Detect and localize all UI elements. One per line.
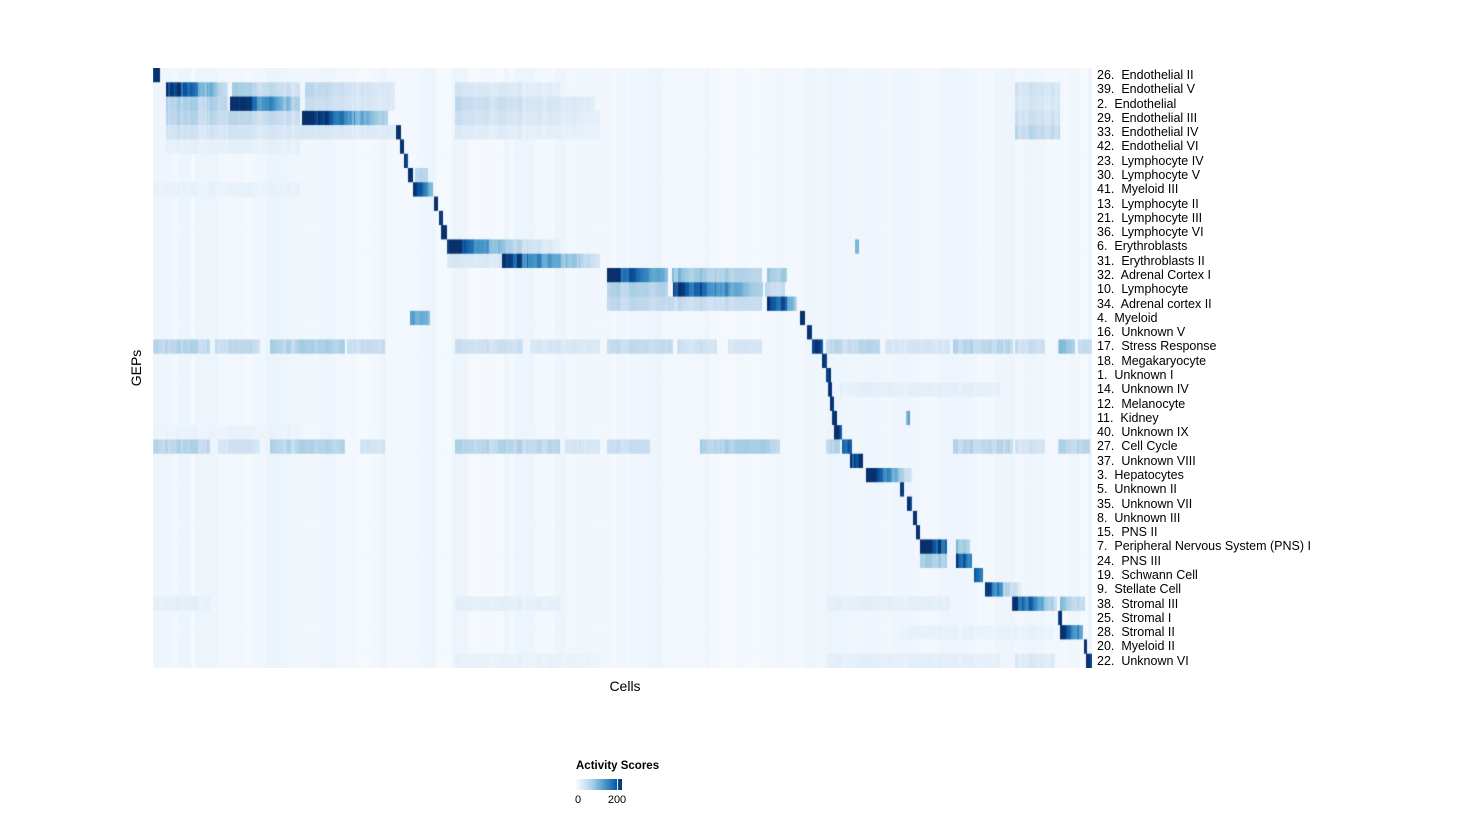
row-label: 24. PNS III	[1097, 553, 1161, 568]
row-label: 29. Endothelial III	[1097, 110, 1198, 125]
row-label: 31. Erythroblasts II	[1097, 253, 1205, 268]
row-label: 35. Unknown VII	[1097, 496, 1193, 511]
row-label: 8. Unknown III	[1097, 510, 1181, 525]
colorbar-gradient	[576, 779, 622, 790]
row-label: 25. Stromal I	[1097, 610, 1172, 625]
row-label: 10. Lymphocyte	[1097, 282, 1189, 297]
row-label: 9. Stellate Cell	[1097, 582, 1182, 597]
x-axis-label: Cells	[609, 678, 641, 694]
row-label: 37. Unknown VIII	[1097, 453, 1196, 468]
row-label: 13. Lymphocyte II	[1097, 196, 1199, 211]
row-label: 36. Lymphocyte VI	[1097, 225, 1204, 240]
row-label: 12. Melanocyte	[1097, 396, 1186, 411]
row-label: 11. Kidney	[1097, 410, 1159, 425]
row-label: 27. Cell Cycle	[1097, 439, 1178, 454]
row-label: 21. Lymphocyte III	[1097, 210, 1203, 225]
row-label: 1. Unknown I	[1097, 368, 1174, 382]
row-label: 17. Stress Response	[1097, 339, 1217, 354]
row-label: 5. Unknown II	[1097, 482, 1177, 497]
row-label: 39. Endothelial V	[1097, 82, 1195, 97]
row-label: 38. Stromal III	[1097, 596, 1179, 611]
colorbar-legend: Activity Scores 0 200	[574, 760, 716, 810]
row-label: 2. Endothelial	[1097, 96, 1177, 111]
heatmap-canvas	[153, 68, 1092, 668]
row-label: 42. Endothelial VI	[1097, 139, 1199, 154]
colorbar-title: Activity Scores	[576, 760, 660, 772]
row-label: 41. Myeloid III	[1097, 182, 1179, 197]
row-label: 16. Unknown V	[1097, 325, 1186, 340]
row-label: 15. PNS II	[1097, 525, 1158, 540]
row-label: 4. Myeloid	[1097, 310, 1158, 325]
row-label: 14. Unknown IV	[1097, 382, 1189, 397]
row-label: 30. Lymphocyte V	[1097, 168, 1201, 182]
row-label: 3. Hepatocytes	[1097, 468, 1184, 482]
row-label: 20. Myeloid II	[1097, 639, 1175, 654]
row-label: 28. Stromal II	[1097, 625, 1175, 640]
row-label: 34. Adrenal cortex II	[1097, 296, 1212, 311]
row-label: 33. Endothelial IV	[1097, 125, 1199, 140]
row-label: 19. Schwann Cell	[1097, 568, 1198, 582]
row-label: 32. Adrenal Cortex I	[1097, 268, 1211, 282]
y-axis-label: GEPs	[128, 349, 144, 387]
row-label: 18. Megakaryocyte	[1097, 353, 1207, 368]
row-label: 23. Lymphocyte IV	[1097, 153, 1204, 168]
row-label: 22. Unknown VI	[1097, 653, 1189, 668]
row-label: 40. Unknown IX	[1097, 425, 1189, 440]
row-label: 26. Endothelial II	[1097, 68, 1194, 82]
colorbar-tick-200: 200	[607, 794, 627, 806]
colorbar-tick-0: 0	[574, 794, 582, 806]
row-label: 7. Peripheral Nervous System (PNS) I	[1097, 539, 1311, 554]
row-labels: 26. Endothelial II 39. Endothelial V 2. En…	[1097, 68, 1457, 668]
colorbar-tick-mark	[617, 779, 618, 790]
row-label: 6. Erythroblasts	[1097, 239, 1188, 254]
